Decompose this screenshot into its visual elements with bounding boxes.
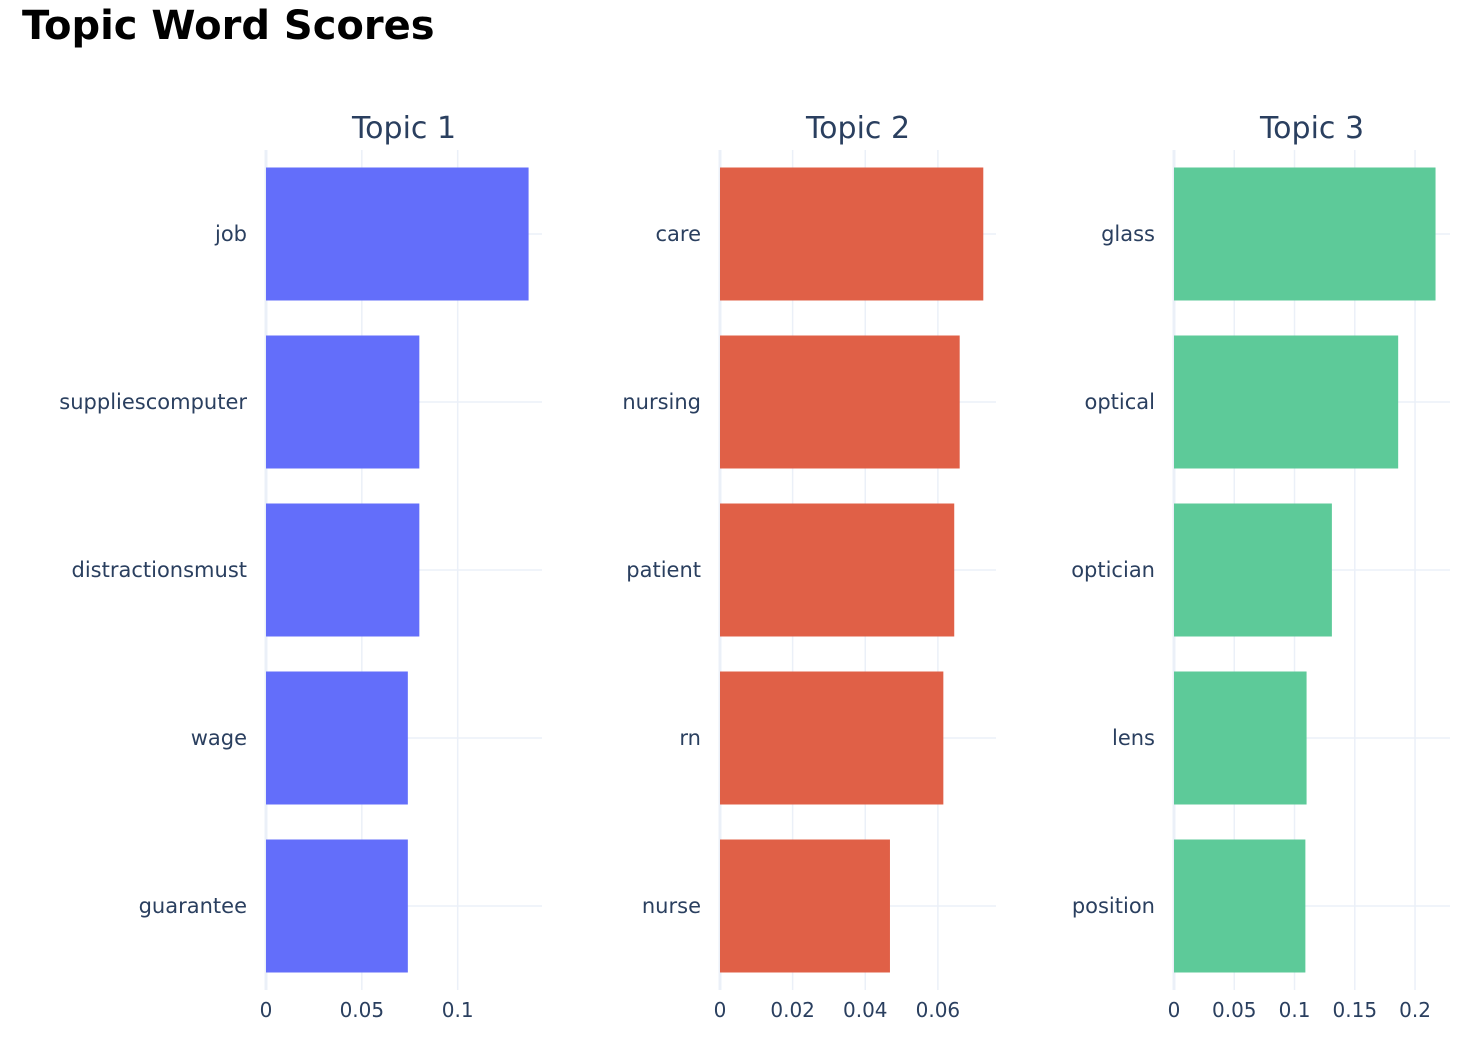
topic-2-x-tick-label: 0.02 (770, 998, 815, 1022)
topic-2-category-label: nurse (642, 894, 701, 918)
topic-3-bar-optical[interactable] (1174, 335, 1399, 469)
topic-3-x-tick-label: 0.15 (1333, 998, 1378, 1022)
topic-2-bar-nursing[interactable] (720, 335, 960, 469)
topic-2-category-label: patient (626, 558, 701, 582)
topic-3-bar-position[interactable] (1174, 839, 1306, 973)
topic-2-x-tick-label: 0 (714, 998, 727, 1022)
topic-1-category-label: job (214, 222, 247, 246)
topic-3-category-label: glass (1101, 222, 1155, 246)
topic-1-panel: Topic 1 job suppliescomputer distractionsmu… (59, 111, 542, 1022)
topic-3-bar-lens[interactable] (1174, 671, 1307, 805)
topic-2-category-label: care (655, 222, 701, 246)
topic-1-category-label: wage (191, 726, 247, 750)
topic-1-x-tick-label: 0 (260, 998, 273, 1022)
topic-1-x-tick-label: 0.05 (340, 998, 385, 1022)
topic-2-bar-care[interactable] (720, 167, 984, 301)
topic-2-x-tick-label: 0.04 (843, 998, 888, 1022)
topic-2-panel: Topic 2 care nursing patient rn nurse 0 0.02 0.0… (622, 111, 996, 1022)
topic-1-bar-distractionsmust[interactable] (266, 503, 420, 637)
topic-3-panel: Topic 3 glass optical optician lens position 0… (1071, 111, 1450, 1022)
topic-1-category-label: distractionsmust (72, 558, 248, 582)
topic-3-x-tick-label: 0.05 (1212, 998, 1257, 1022)
topic-2-bar-patient[interactable] (720, 503, 955, 637)
topic-1-bar-job[interactable] (266, 167, 529, 301)
chart-title: Topic Word Scores (22, 3, 435, 49)
topic-3-category-label: position (1072, 894, 1155, 918)
topic-2-title: Topic 2 (805, 111, 910, 146)
topic-2-category-label: rn (679, 726, 701, 750)
topic-1-category-label: suppliescomputer (59, 390, 247, 414)
topic-1-bar-guarantee[interactable] (266, 839, 408, 973)
topic-2-category-label: nursing (622, 390, 701, 414)
topic-1-x-tick-label: 0.1 (442, 998, 474, 1022)
topic-2-bar-nurse[interactable] (720, 839, 890, 973)
topic-3-category-label: optical (1085, 390, 1156, 414)
topic-3-x-tick-label: 0.2 (1399, 998, 1431, 1022)
topic-1-bar-wage[interactable] (266, 671, 408, 805)
topic-3-x-tick-label: 0.1 (1279, 998, 1311, 1022)
topic-3-category-label: lens (1112, 726, 1155, 750)
topic-1-bar-suppliescomputer[interactable] (266, 335, 420, 469)
topic-3-x-tick-label: 0 (1168, 998, 1181, 1022)
topic-3-category-label: optician (1071, 558, 1155, 582)
topic-3-bar-optician[interactable] (1174, 503, 1332, 637)
topic-3-bar-glass[interactable] (1174, 167, 1436, 301)
topic-1-title: Topic 1 (351, 111, 456, 146)
topic-1-category-label: guarantee (139, 894, 247, 918)
topic-2-bar-rn[interactable] (720, 671, 944, 805)
topic-3-title: Topic 3 (1259, 111, 1364, 146)
topic-2-x-tick-label: 0.06 (916, 998, 961, 1022)
